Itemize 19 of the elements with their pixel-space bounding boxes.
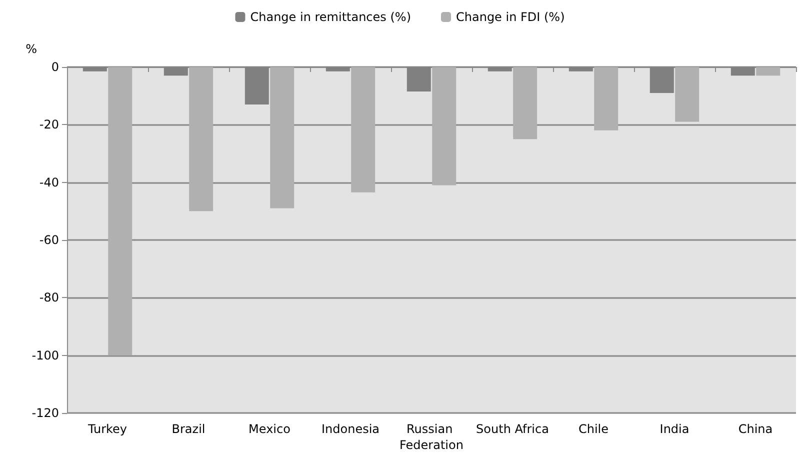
legend-label: Change in remittances (%) <box>250 10 412 24</box>
y-tick-label: -100 <box>32 348 59 362</box>
y-tick-label: -60 <box>39 233 59 247</box>
x-tick-label: China <box>738 422 773 436</box>
x-tick-label: Brazil <box>172 422 206 436</box>
y-tick-label: -80 <box>39 290 59 305</box>
legend-label: Change in FDI (%) <box>456 10 565 24</box>
x-tick-label: Mexico <box>248 422 290 436</box>
y-tick-label: -40 <box>39 175 59 190</box>
y-axis-title: % <box>26 42 37 56</box>
y-tick-label: -20 <box>39 118 59 132</box>
x-tick-label: India <box>660 422 690 436</box>
y-tick-label: -120 <box>32 406 59 420</box>
x-tick-label: Chile <box>578 422 609 436</box>
y-tick-label: 0 <box>51 60 59 74</box>
x-tick-label: Russian Federation <box>400 422 464 452</box>
x-tick-label: Turkey <box>86 422 128 436</box>
x-tick-label: Indonesia <box>321 422 380 436</box>
x-tick-label: South Africa <box>476 422 549 436</box>
